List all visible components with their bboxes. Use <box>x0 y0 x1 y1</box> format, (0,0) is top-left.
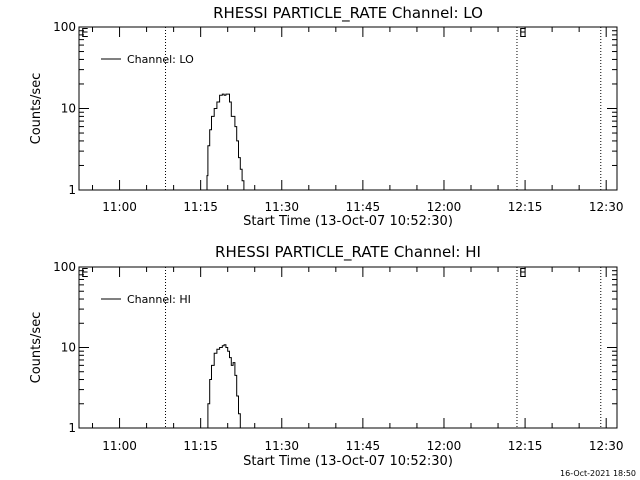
x-tick-label: 11:00 <box>102 439 137 453</box>
series-line <box>206 93 245 191</box>
x-tick-label: 11:45 <box>346 200 381 214</box>
chart-title: RHESSI PARTICLE_RATE Channel: LO <box>213 4 483 23</box>
x-tick-label: 12:15 <box>508 439 543 453</box>
y-axis-label: Counts/sec <box>29 312 44 384</box>
event-marker-label: E <box>81 26 89 40</box>
y-tick-label: 10 <box>61 341 76 355</box>
x-tick-label: 11:30 <box>264 439 299 453</box>
event-marker-label: E <box>519 266 527 280</box>
chart-title: RHESSI PARTICLE_RATE Channel: HI <box>215 243 481 262</box>
y-tick-label: 100 <box>53 260 76 274</box>
x-tick-label: 11:15 <box>183 439 218 453</box>
footer-timestamp: 16-Oct-2021 18:50 <box>560 469 636 478</box>
y-tick-label: 1 <box>68 183 76 197</box>
x-tick-label: 12:00 <box>427 200 462 214</box>
x-tick-label: 12:00 <box>427 439 462 453</box>
chart-panel-1: RHESSI PARTICLE_RATE Channel: LO 1 10 100 11… <box>29 4 623 229</box>
y-tick-label: 1 <box>68 421 76 435</box>
legend-entry: Channel: HI <box>127 293 191 306</box>
y-tick-label: 100 <box>53 20 76 34</box>
x-tick-label: 11:00 <box>102 200 137 214</box>
x-tick-label: 11:15 <box>183 200 218 214</box>
x-tick-label: 12:30 <box>589 200 624 214</box>
chart-panel-2: RHESSI PARTICLE_RATE Channel: HI 1 10 100 11… <box>29 243 623 469</box>
x-tick-label: 11:45 <box>346 439 381 453</box>
event-marker-label: E <box>519 26 527 40</box>
event-marker-label: E <box>81 266 89 280</box>
y-tick-label: 10 <box>61 102 76 116</box>
y-axis-label: Counts/sec <box>29 73 44 145</box>
series-line <box>206 344 241 429</box>
plot-frame <box>78 26 618 191</box>
x-axis-label: Start Time (13-Oct-07 10:52:30) <box>243 454 453 469</box>
plot-frame <box>78 266 618 429</box>
x-axis-label: Start Time (13-Oct-07 10:52:30) <box>243 214 453 229</box>
legend-entry: Channel: LO <box>127 53 194 66</box>
x-tick-label: 11:30 <box>264 200 299 214</box>
x-tick-label: 12:30 <box>589 439 624 453</box>
x-tick-label: 12:15 <box>508 200 543 214</box>
